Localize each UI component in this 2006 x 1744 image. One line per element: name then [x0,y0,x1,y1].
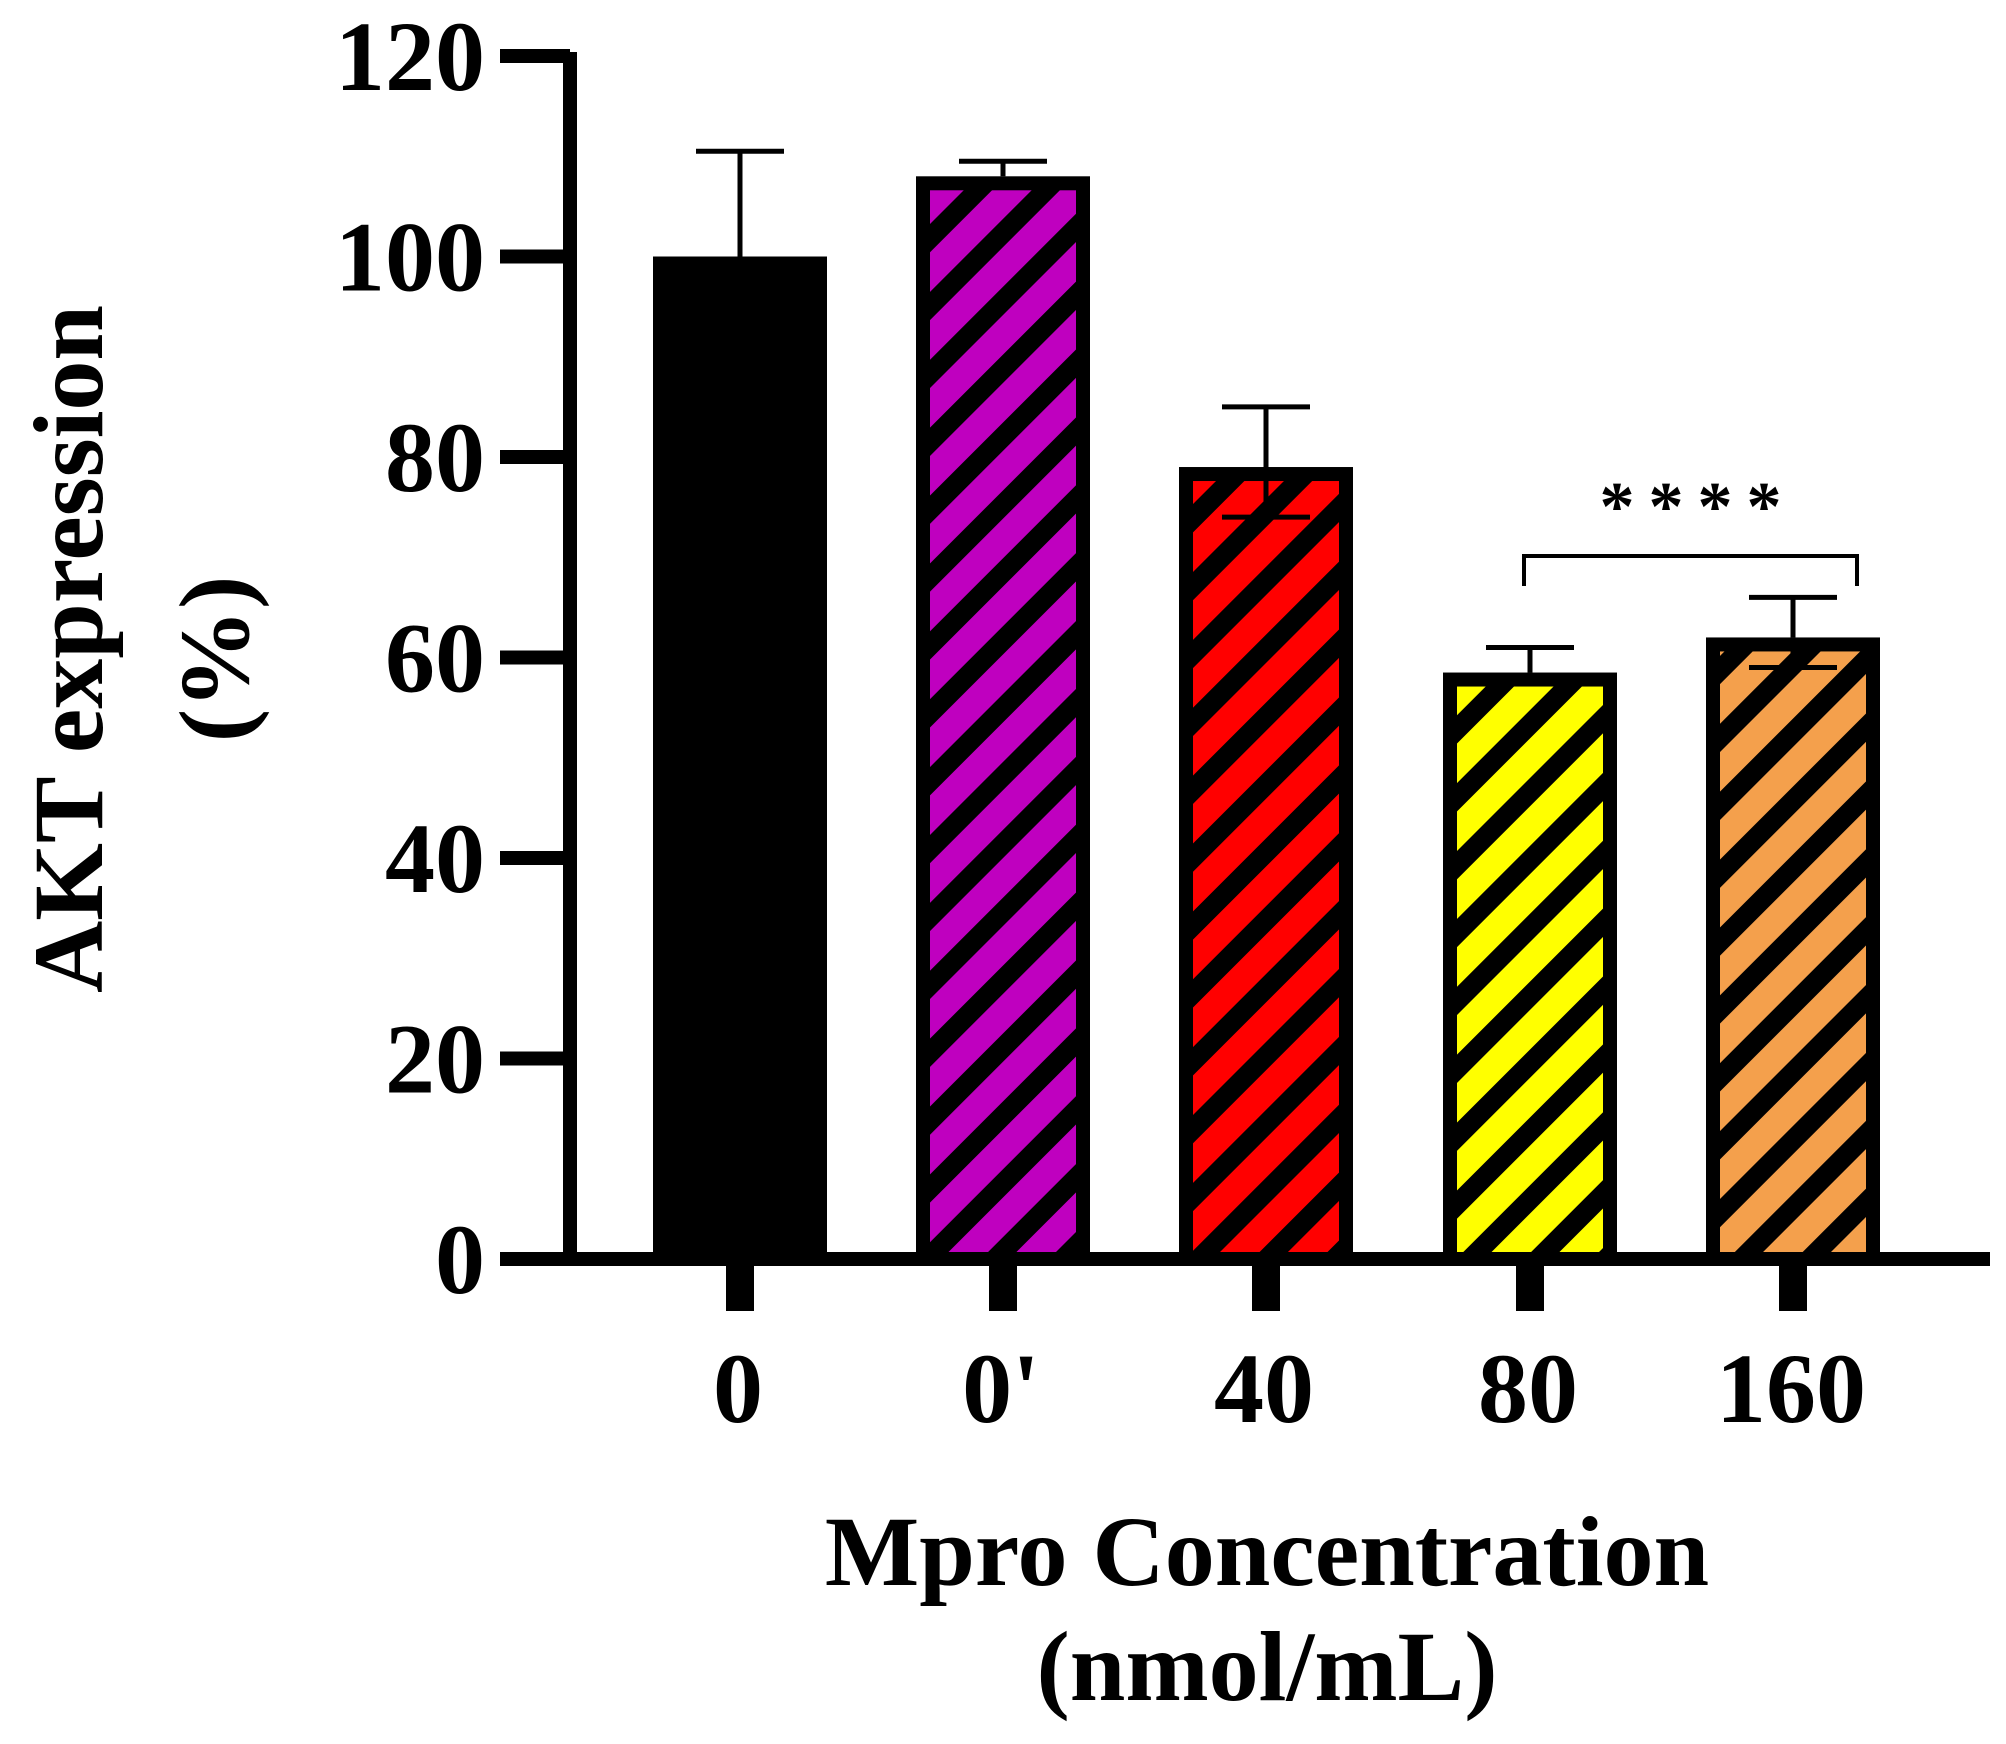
x-tick-label-0': 0' [962,1333,1040,1444]
x-axis-title-units: (nmol/mL) [1036,1611,1497,1722]
significance-bracket [1522,554,1859,586]
y-tick-label-80: 80 [385,402,485,513]
bars-layer [653,176,1880,1266]
y-tick-label-100: 100 [335,202,485,313]
axes-layer [500,49,1990,1311]
x-tick-label-160: 160 [1716,1333,1866,1444]
error-bars-layer [696,148,1837,673]
y-tick-label-20: 20 [385,1004,485,1115]
significance-label: **** [1600,469,1796,546]
y-tick-label-0: 0 [435,1204,485,1315]
bar-0 [653,256,827,1266]
y-tick-label-120: 120 [335,1,485,112]
bar-0' [916,176,1090,1266]
y-tick-label-60: 60 [385,603,485,714]
y-tick-label-40: 40 [385,803,485,914]
y-axis-title-units: (%) [159,576,270,743]
bar-80 [1443,672,1617,1266]
y-axis-title: AKT expression [13,305,124,993]
x-axis-title: Mpro Concentration [825,1496,1709,1607]
x-tick-label-80: 80 [1478,1333,1578,1444]
bar-160 [1706,637,1880,1266]
significance-layer: **** [1522,469,1859,586]
bar-40 [1179,467,1353,1266]
x-tick-label-40: 40 [1214,1333,1314,1444]
x-tick-label-0: 0 [713,1333,763,1444]
